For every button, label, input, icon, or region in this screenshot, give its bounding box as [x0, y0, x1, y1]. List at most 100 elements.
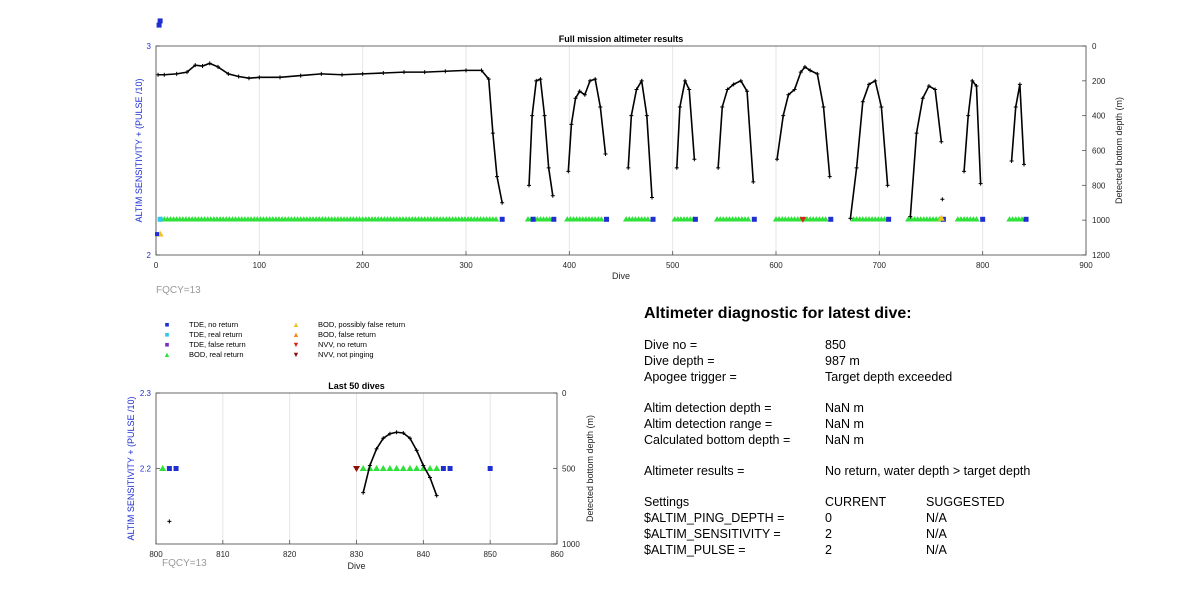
bottom-depth-point: [802, 64, 807, 69]
pulse-current: 2: [825, 543, 832, 557]
bottom-depth-point: [434, 493, 439, 498]
bottom-depth-line: [963, 78, 982, 184]
bottom-depth-point: [966, 113, 971, 118]
bottom-depth-point: [374, 446, 379, 451]
bottom-depth-line: [567, 78, 607, 172]
bod-real-return-marker: [426, 465, 434, 471]
bottom-depth-point: [940, 197, 945, 202]
settings-header-row: Settings CURRENT SUGGESTED: [644, 494, 1184, 510]
square-marker-icon: ■: [164, 320, 170, 329]
legend-item-tde-real-return: ■ TDE, real return: [160, 330, 243, 339]
x-tick-label: 850: [483, 550, 497, 559]
bottom-depth-point: [970, 78, 975, 83]
bottom-depth-line: [849, 79, 889, 219]
bottom-depth-point: [298, 73, 303, 78]
bottom-depth-point: [566, 169, 571, 174]
bottom-depth-point: [200, 64, 205, 69]
triangle-up-marker-icon: ▲: [292, 330, 300, 339]
apogee-label: Apogee trigger =: [644, 370, 737, 384]
bottom-depth-point: [908, 214, 913, 219]
bottom-depth-line: [528, 77, 554, 196]
bottom-depth-point: [962, 169, 967, 174]
detection-range-row: Altim detection range = NaN m: [644, 416, 1184, 432]
bottom-depth-point: [650, 195, 654, 200]
y-right-tick-label: 800: [1092, 181, 1106, 190]
y-right-axis-label: Detected bottom depth (m): [1114, 97, 1124, 204]
detection-depth-row: Altim detection depth = NaN m: [644, 400, 1184, 416]
bottom-depth-point: [422, 70, 427, 75]
y-right-tick-label: 0: [1092, 42, 1097, 51]
bottom-depth-point: [639, 78, 644, 83]
legend-label: TDE, real return: [189, 330, 243, 339]
bottom-depth-point: [854, 165, 859, 170]
calculated-depth-row: Calculated bottom depth = NaN m: [644, 432, 1184, 448]
bod-real-return-marker: [598, 216, 605, 222]
tde-no-return-marker: [751, 216, 757, 222]
bottom-depth-point: [530, 113, 535, 118]
bottom-depth-line: [158, 62, 503, 203]
bottom-depth-point: [674, 165, 679, 170]
bottom-depth-point: [340, 72, 344, 77]
bottom-depth-point: [401, 431, 406, 436]
bottom-depth-point: [687, 87, 692, 92]
bod-real-return-marker: [881, 216, 888, 222]
y-right-tick-label: 1200: [1092, 251, 1110, 260]
dive-no-label: Dive no =: [644, 338, 698, 352]
bottom-depth-line: [717, 79, 755, 182]
dive-depth-value: 987 m: [825, 354, 860, 368]
detection-range-label: Altim detection range =: [644, 417, 773, 431]
x-tick-label: 820: [283, 550, 297, 559]
bottom-depth-point: [692, 157, 697, 162]
bottom-depth-point: [402, 70, 406, 75]
tde-no-return-marker: [173, 466, 179, 471]
bottom-depth-point: [550, 193, 555, 198]
bottom-depth-line: [362, 431, 438, 496]
y-right-axis-label: Detected bottom depth (m): [585, 415, 595, 522]
bottom-depth-point: [156, 72, 161, 77]
bod-real-return-marker: [413, 465, 421, 471]
x-axis-label: Dive: [612, 271, 630, 281]
legend-label: NVV, not pinging: [318, 350, 374, 359]
bottom-depth-point: [486, 77, 491, 82]
bottom-depth-point: [593, 77, 598, 82]
current-header: CURRENT: [825, 495, 887, 509]
bottom-depth-point: [720, 104, 725, 109]
y-left-tick-label: 3: [147, 42, 152, 51]
y-left-tick-label: 2.2: [140, 465, 152, 474]
bottom-depth-point: [598, 104, 603, 109]
y-left-tick-label: 2.3: [140, 389, 152, 398]
bottom-depth-point: [626, 165, 631, 170]
bod-real-return-marker: [373, 465, 381, 471]
bottom-depth-point: [798, 70, 803, 75]
x-tick-label: 200: [356, 261, 370, 270]
bottom-depth-point: [387, 431, 392, 436]
results-label: Altimeter results =: [644, 464, 745, 478]
bottom-depth-point: [588, 78, 592, 83]
bottom-depth-point: [381, 436, 386, 441]
tde-no-return-marker: [692, 216, 698, 222]
tde-no-return-marker: [487, 466, 493, 471]
ping-depth-suggested: N/A: [926, 511, 947, 525]
x-tick-label: 500: [666, 261, 680, 270]
bottom-depth-point: [677, 104, 682, 109]
legend-item-bod-false-return: ▲ BOD, false return: [289, 330, 376, 339]
y-left-axis-label: ALTIM SENSITIVITY + (PULSE /10): [126, 397, 136, 541]
bottom-depth-point: [731, 82, 736, 87]
x-tick-label: 810: [216, 550, 230, 559]
bottom-depth-point: [725, 87, 730, 92]
detection-depth-value: NaN m: [825, 401, 864, 415]
bottom-depth-point: [634, 87, 639, 92]
bottom-depth-point: [775, 157, 780, 162]
bottom-depth-point: [361, 490, 366, 495]
x-tick-label: 800: [976, 261, 990, 270]
x-tick-label: 100: [253, 261, 267, 270]
tde-no-return-marker: [828, 216, 834, 222]
bottom-depth-point: [443, 69, 448, 74]
bottom-depth-line: [776, 65, 831, 177]
calculated-depth-label: Calculated bottom depth =: [644, 433, 791, 447]
ping-depth-row: $ALTIM_PING_DEPTH = 0 N/A: [644, 510, 1184, 526]
detection-depth-label: Altim detection depth =: [644, 401, 772, 415]
settings-label: Settings: [644, 495, 690, 509]
legend-label: BOD, real return: [189, 350, 244, 359]
